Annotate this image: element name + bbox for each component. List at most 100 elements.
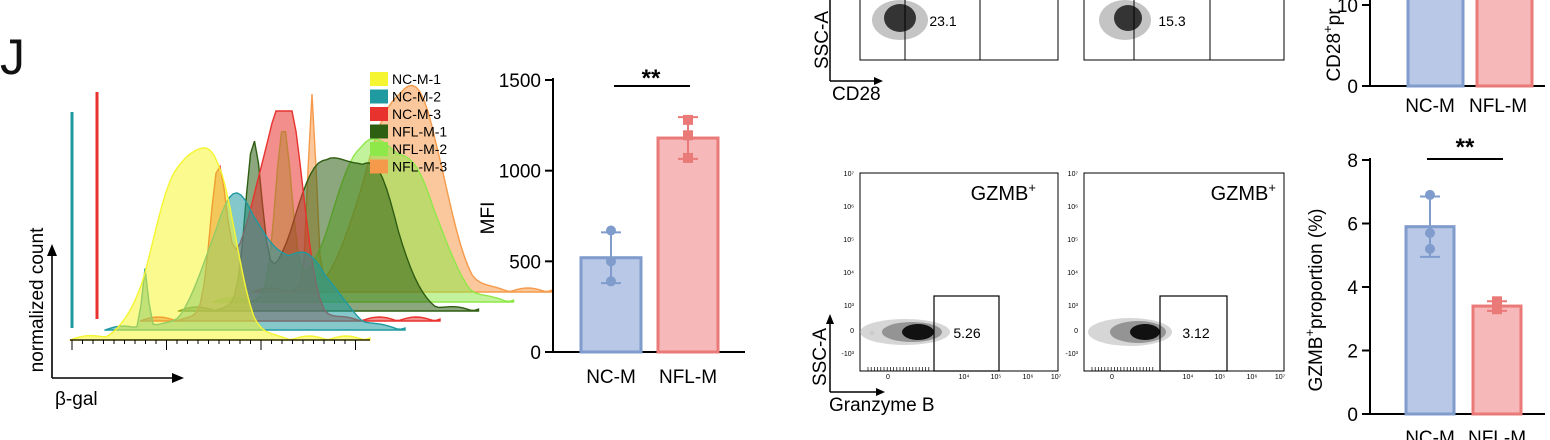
flow-ytick-label: 10⁷ <box>844 171 855 178</box>
mfi-ytick-label: 1500 <box>499 71 541 92</box>
mfi-point <box>683 114 693 125</box>
cd28-ylabel-sup: + <box>1320 25 1335 33</box>
flow-ytick-label: 10⁵ <box>1067 237 1078 244</box>
mfi-ytick-label: 500 <box>509 252 541 273</box>
flow-xtick-label: 0 <box>886 374 890 381</box>
gzmb-ylabel-prefix: GZMB <box>1306 337 1327 392</box>
flow-ytick-label: 10³ <box>844 303 855 310</box>
legend-swatch <box>370 142 388 156</box>
flow-top-y-label: SSC-A <box>812 11 833 69</box>
gzmb-point <box>1492 304 1502 315</box>
legend-label: NFL-M-1 <box>392 124 447 140</box>
flow-ytick-label: 0 <box>1074 328 1078 335</box>
gzmb-point <box>1425 243 1435 254</box>
histogram-curves <box>69 84 553 341</box>
flow-xtick-label: 10⁵ <box>1215 374 1226 381</box>
legend-swatch <box>370 124 388 139</box>
flow-ytick-label: 10⁶ <box>1067 204 1078 211</box>
legend-label: NC-M-1 <box>392 71 441 87</box>
flow-xtick-label: 10⁴ <box>1183 374 1194 381</box>
legend-swatch <box>370 107 388 121</box>
gzmb-ytick-label: 2 <box>1347 342 1358 363</box>
cd28-ytick-10: 10 <box>1337 0 1358 17</box>
flow-tick-labels: 10⁷ 10⁶ 10⁵ 10⁴ 10³ 0 -10³ 0 10⁴ 10⁵ 10⁶ 10⁷ 10⁷ 10⁶ 1… <box>842 171 1286 381</box>
flow-plot-gzmb-nc: 5.26 GZMB+ <box>859 172 1059 372</box>
legend-label: NC-M-2 <box>392 89 441 105</box>
legend-swatch <box>370 72 388 86</box>
gzmb-ytick-label: 0 <box>1347 405 1358 426</box>
flow-xtick-label: 10⁷ <box>1275 374 1286 381</box>
legend-label: NFL-M-2 <box>392 141 447 157</box>
mfi-point <box>606 225 616 236</box>
gate-sup-nc: + <box>1028 180 1036 195</box>
mfi-point <box>683 152 693 163</box>
cd28-xlabel-nfl: NFL-M <box>1469 96 1527 117</box>
mfi-point <box>606 276 616 287</box>
hist-y-label: normalized count <box>27 227 48 372</box>
flow-xtick-label: 10⁴ <box>959 374 970 381</box>
mfi-y-label: MFI <box>478 202 499 235</box>
mfi-ytick-label: 0 <box>530 343 541 364</box>
mfi-marks <box>579 114 720 354</box>
legend-swatch <box>370 89 388 104</box>
legend-swatch <box>370 159 388 174</box>
gzmb-ylabel-sup: + <box>1302 329 1317 337</box>
svg-text:CD28+pr: CD28+pr <box>1320 8 1345 82</box>
gzmb-ytick-label: 8 <box>1347 151 1358 172</box>
gzmb-xlabel: NC-M <box>1405 428 1455 440</box>
mfi-xlabel: NFL-M <box>659 367 717 388</box>
mfi-point <box>683 130 693 141</box>
gate-label-nfl: GZMB <box>1211 183 1269 205</box>
flow-value-cd28-nfl: 15.3 <box>1158 13 1185 29</box>
panel-letter: J <box>0 29 25 85</box>
cd28-bar-chart: 10 0 NC-M NFL-M CD28+pr <box>1320 0 1545 117</box>
flow-ytick-label: 10⁷ <box>1068 171 1079 178</box>
flow-ytick-label: 0 <box>850 328 854 335</box>
mfi-bar-chart: 0 500 1000 1500 NC-M NFL-M MFI ** <box>478 65 745 388</box>
flow-xtick-label: 0 <box>1110 374 1114 381</box>
svg-text:GZMB+: GZMB+ <box>971 180 1036 205</box>
flow-plot-cd28-nc: 23.1 <box>859 0 1059 61</box>
svg-text:GZMB+: GZMB+ <box>1211 180 1276 205</box>
cd28-ylabel-suffix: pr <box>1324 8 1345 26</box>
gzmb-ytick-label: 4 <box>1347 278 1358 299</box>
mfi-point <box>606 256 616 267</box>
cd28-ytick-0: 0 <box>1347 77 1358 98</box>
mfi-xlabel: NC-M <box>586 367 636 388</box>
cd28-bar-nfl <box>1475 0 1534 88</box>
histogram-baseline <box>70 339 370 350</box>
flow-ytick-label: -10³ <box>842 351 855 358</box>
gzmb-ylabel-suffix: proportion (%) <box>1306 209 1327 329</box>
flow-bottom-x-label: Granzyme B <box>829 395 935 416</box>
legend-label: NFL-M-3 <box>392 159 447 175</box>
flow-ytick-label: 10⁴ <box>843 270 854 277</box>
gzmb-bar <box>1471 304 1523 416</box>
flow-plot-cd28-nfl: 15.3 <box>1083 0 1285 61</box>
gate-sup-nfl: + <box>1268 180 1276 195</box>
flow-xtick-label: 10⁷ <box>1051 374 1062 381</box>
hist-x-arrowhead <box>172 373 184 383</box>
gzmb-axes: 0 2 4 6 8 NC-M NFL-M <box>1347 151 1545 440</box>
flow-bottom-y-label: SSC-A <box>810 328 831 386</box>
hist-y-arrowhead <box>47 244 57 256</box>
gzmb-ytick-label: 6 <box>1347 215 1358 236</box>
flow-cytometry-panel: 23.1 15.3 SSC-A CD28 5.26 GZMB+ <box>810 0 1286 416</box>
gzmb-point <box>1425 189 1435 200</box>
flow-value-cd28-nc: 23.1 <box>929 13 956 29</box>
cd28-ylabel-prefix: CD28 <box>1324 33 1345 82</box>
flow-xtick-label: 10⁵ <box>991 374 1002 381</box>
flow-xtick-label: 10⁶ <box>1247 374 1258 381</box>
mfi-bar <box>656 136 720 354</box>
flow-ytick-label: -10³ <box>1066 351 1079 358</box>
flow-xtick-label: 10⁶ <box>1023 374 1034 381</box>
flow-plot-gzmb-nfl: 3.12 GZMB+ <box>1083 172 1285 372</box>
hist-x-label: β-gal <box>55 389 98 410</box>
gzmb-bar-chart: 0 2 4 6 8 NC-M NFL-M ** GZMB+proportion (%) <box>1302 134 1545 440</box>
flow-ytick-label: 10⁵ <box>843 237 854 244</box>
gzmb-significance: ** <box>1456 134 1475 161</box>
flow-ytick-label: 10⁶ <box>843 204 854 211</box>
histogram-panel: normalized count β-gal NC-M-1 NC-M-2NC-M-… <box>27 71 553 410</box>
flow-value-gzmb-nfl: 3.12 <box>1182 325 1209 341</box>
